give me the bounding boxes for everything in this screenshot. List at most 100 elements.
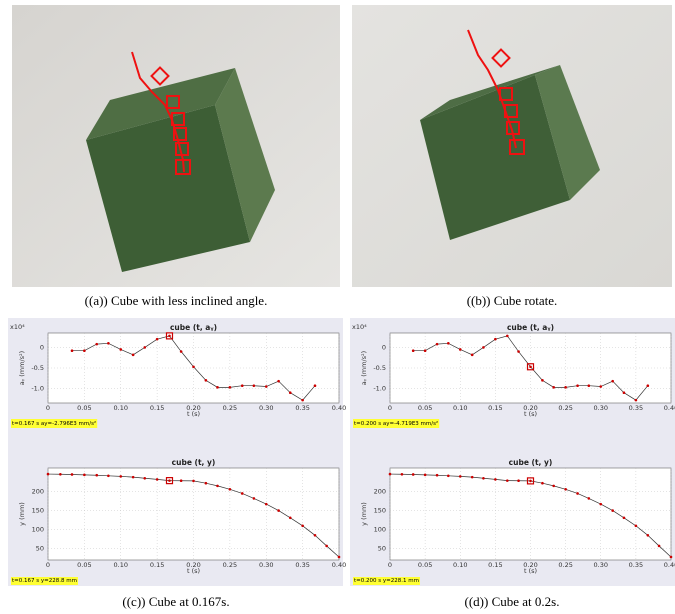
data-point (424, 349, 427, 352)
y-tick-label: 100 (374, 526, 386, 534)
data-point (241, 492, 244, 495)
data-point (529, 365, 532, 368)
data-point (459, 348, 462, 351)
x-tick-label: 0.25 (223, 561, 237, 569)
data-point (168, 479, 171, 482)
y-tick-label: 200 (374, 488, 386, 496)
status-text: t=0.200 s ay=-4.719E3 mm/s² (354, 420, 438, 427)
data-point (277, 509, 280, 512)
data-point (494, 478, 497, 481)
data-point (314, 534, 317, 537)
data-point (143, 477, 146, 480)
data-point (424, 474, 427, 477)
data-point (623, 391, 626, 394)
x-tick-label: 0.25 (558, 404, 572, 412)
data-point (59, 473, 62, 476)
data-point (599, 503, 602, 506)
x-tick-label: 0.35 (295, 404, 309, 412)
data-point (95, 474, 98, 477)
x-tick-label: 0 (388, 404, 392, 412)
exponent-label: x10⁴ (10, 323, 25, 331)
data-point (253, 384, 256, 387)
data-point (205, 379, 208, 382)
caption: ((d)) Cube at 0.2s. (465, 594, 560, 609)
x-tick-label: 0.40 (664, 561, 675, 569)
data-point (552, 386, 555, 389)
data-point (95, 343, 98, 346)
x-tick-label: 0.35 (295, 561, 309, 569)
x-tick-label: 0.10 (114, 561, 128, 569)
data-point (205, 482, 208, 485)
y-tick-label: 150 (32, 507, 44, 515)
data-point (314, 384, 317, 387)
x-axis-label: t (s) (187, 567, 200, 575)
data-point (216, 485, 219, 488)
data-point (229, 386, 232, 389)
y-axis-label: y (mm) (360, 502, 368, 526)
photo-a (12, 5, 340, 287)
data-point (436, 474, 439, 477)
status-text: t=0.167 s y=228.8 mm (12, 578, 77, 584)
x-axis-label: t (s) (524, 410, 537, 418)
data-point (471, 476, 474, 479)
data-point (401, 473, 404, 476)
data-point (107, 342, 110, 345)
data-point (647, 384, 650, 387)
data-point (156, 338, 159, 341)
x-tick-label: 0.40 (332, 404, 346, 412)
data-point (338, 556, 341, 559)
x-tick-label: 0.05 (418, 404, 432, 412)
data-point (241, 384, 244, 387)
data-point (289, 517, 292, 520)
data-point (132, 354, 135, 357)
data-point (253, 497, 256, 500)
figure: ((a)) Cube with less inclined angle. ((b… (0, 0, 675, 614)
data-point (412, 349, 415, 352)
x-tick-label: 0 (46, 561, 50, 569)
y-tick-label: -0.5 (31, 364, 44, 372)
data-point (611, 509, 614, 512)
data-point (180, 479, 183, 482)
data-point (265, 503, 268, 506)
x-tick-label: 0.30 (259, 404, 273, 412)
y-tick-label: 0 (40, 343, 44, 351)
data-point (529, 480, 532, 483)
x-tick-label: 0.35 (629, 404, 643, 412)
data-point (611, 380, 614, 383)
caption: ((c)) Cube at 0.167s. (122, 594, 229, 609)
data-point (71, 349, 74, 352)
x-tick-label: 0.05 (77, 561, 91, 569)
chart-title: cube (t, y) (509, 458, 553, 467)
data-point (192, 480, 195, 483)
data-point (265, 385, 268, 388)
photo-b (352, 5, 672, 287)
data-point (156, 478, 159, 481)
data-point (180, 350, 183, 353)
x-tick-label: 0.15 (488, 404, 502, 412)
x-tick-label: 0.35 (629, 561, 643, 569)
exponent-label: x10⁴ (352, 323, 367, 331)
data-point (447, 474, 450, 477)
x-tick-label: 0 (388, 561, 392, 569)
y-tick-label: 100 (32, 526, 44, 534)
x-tick-label: 0 (46, 404, 50, 412)
data-point (552, 485, 555, 488)
x-tick-label: 0.25 (223, 404, 237, 412)
x-tick-label: 0.10 (453, 404, 467, 412)
data-point (623, 517, 626, 520)
data-point (168, 335, 171, 338)
data-point (576, 384, 579, 387)
data-point (658, 545, 661, 548)
y-tick-label: 0 (382, 343, 386, 351)
data-point (471, 354, 474, 357)
data-point (635, 399, 638, 402)
y-tick-label: 200 (32, 488, 44, 496)
data-point (541, 379, 544, 382)
data-point (564, 386, 567, 389)
x-tick-label: 0.40 (332, 561, 346, 569)
data-point (107, 474, 110, 477)
data-point (517, 350, 520, 353)
caption: ((b)) Cube rotate. (467, 293, 558, 308)
y-tick-label: -1.0 (31, 385, 44, 393)
data-point (192, 365, 195, 368)
